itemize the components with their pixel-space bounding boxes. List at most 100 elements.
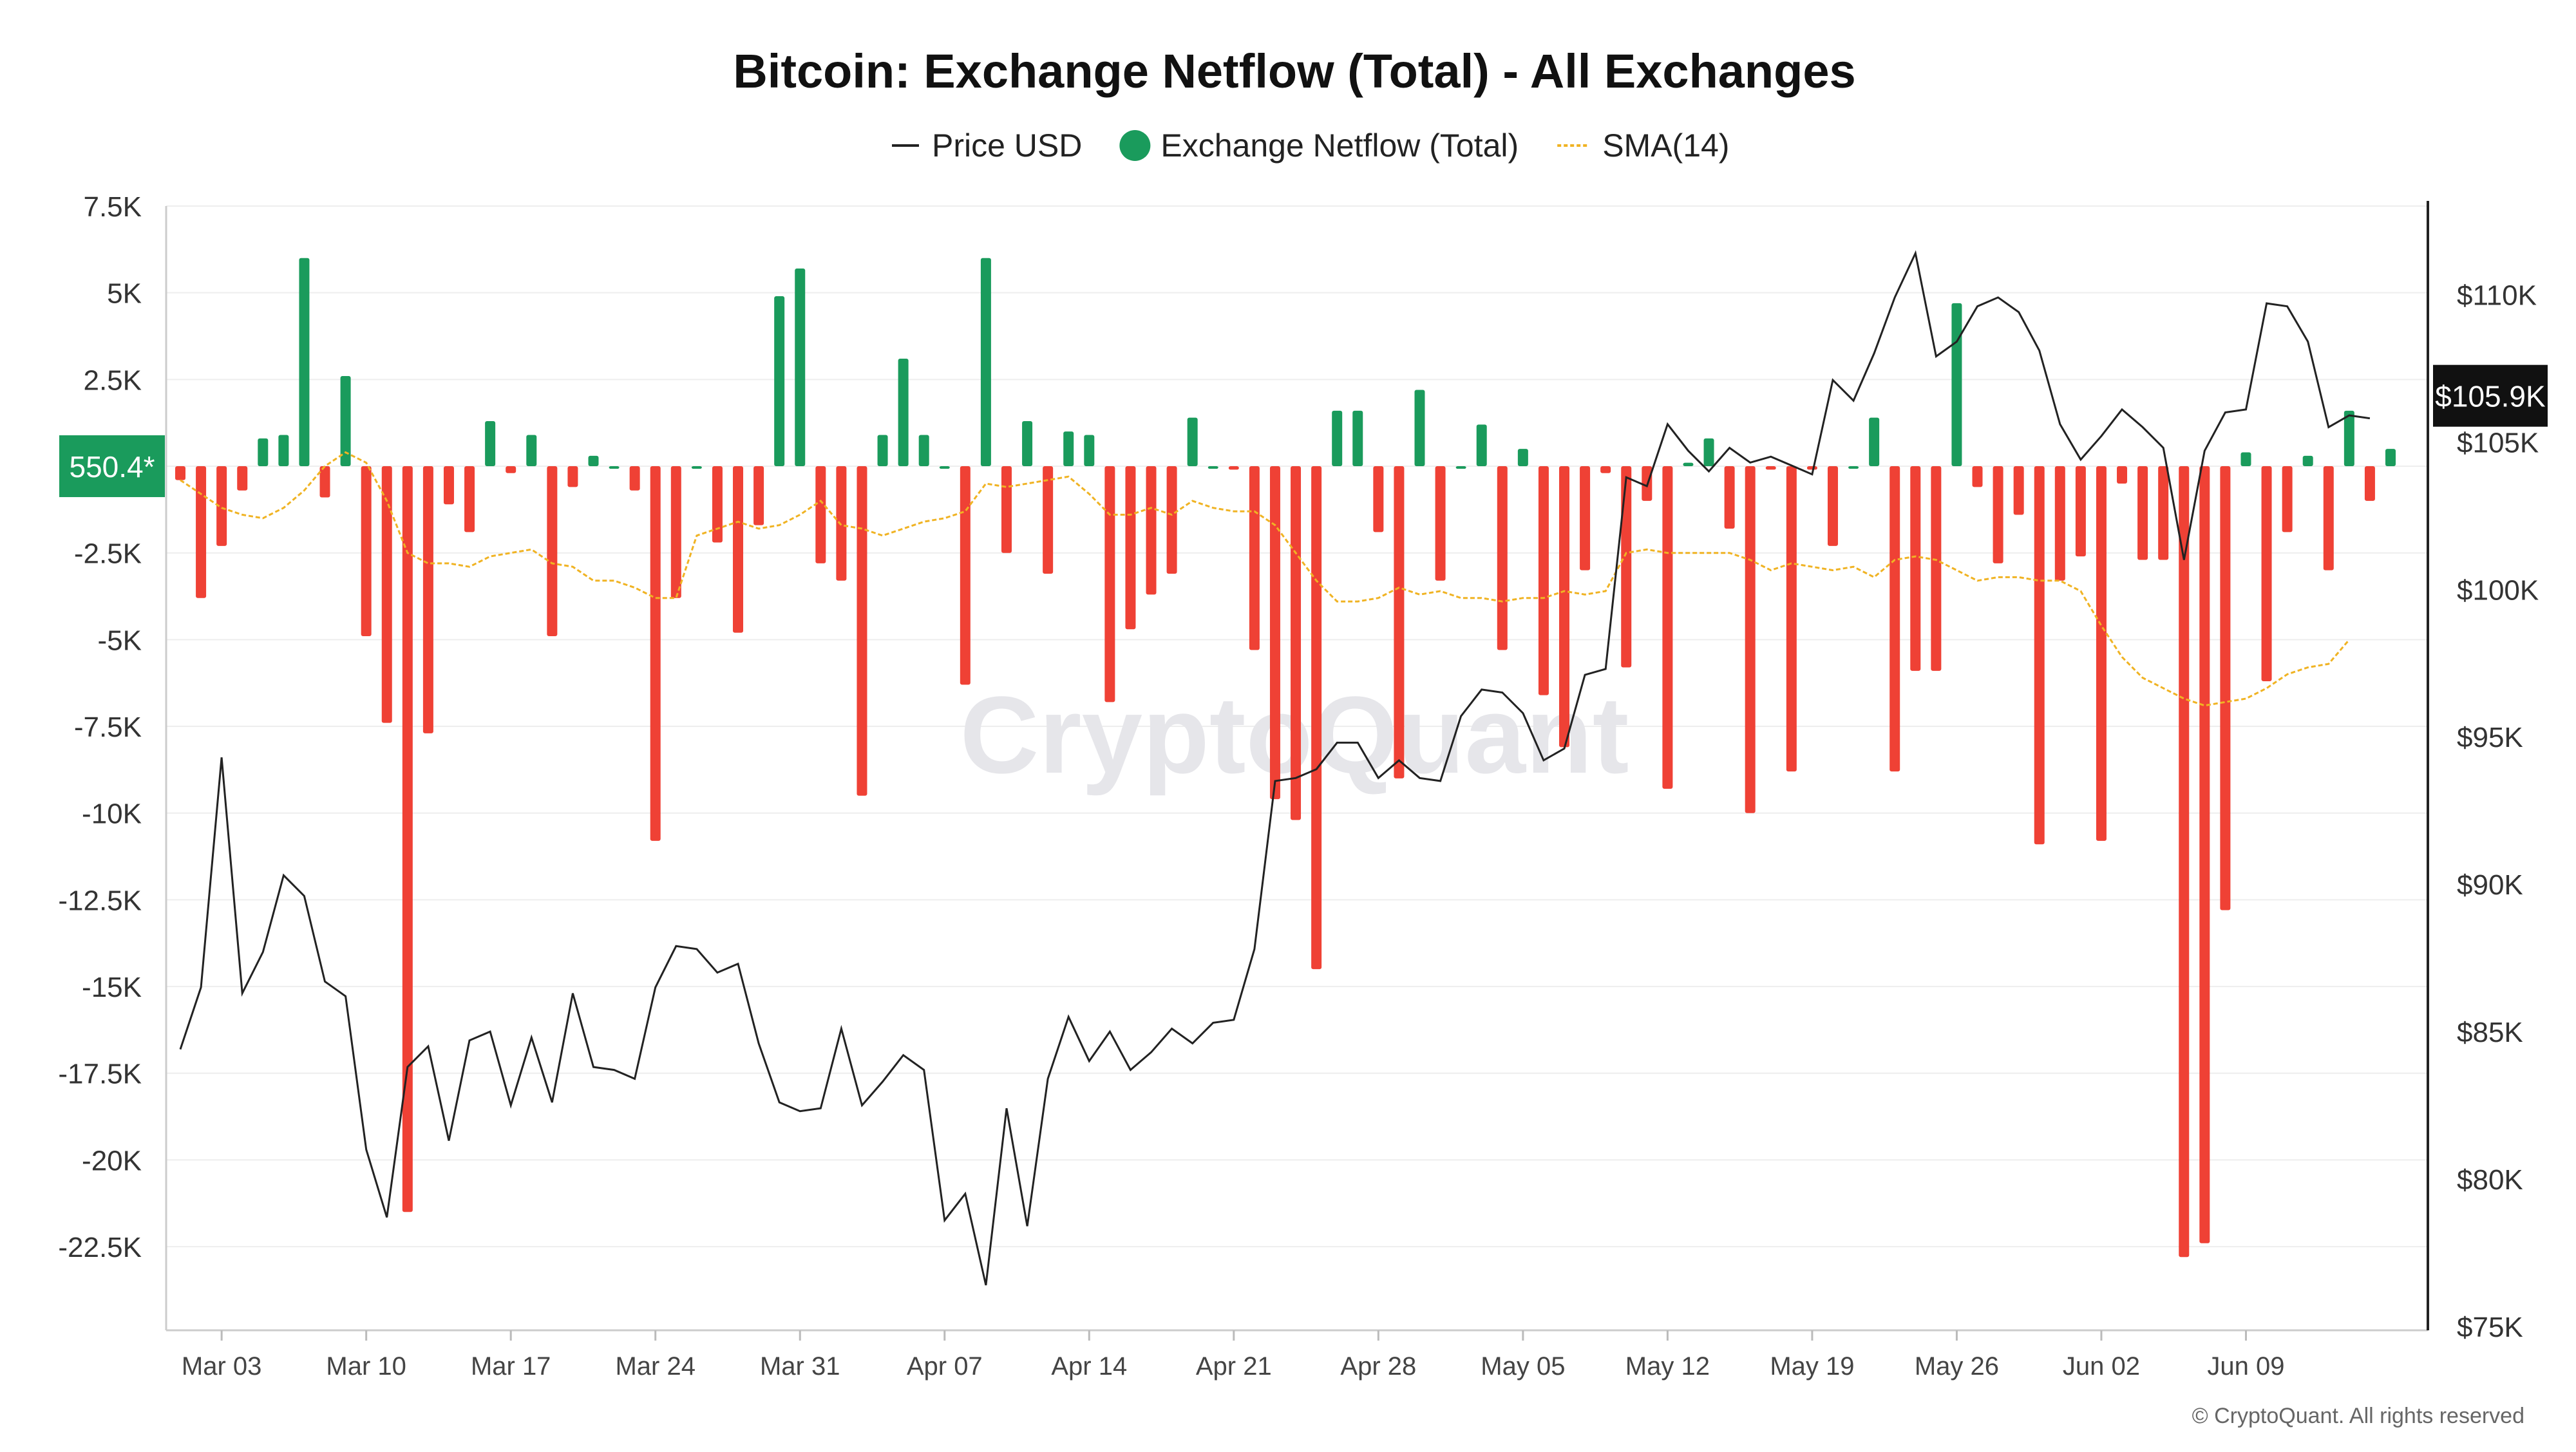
netflow-bar: [2364, 466, 2375, 501]
x-tick-label: May 05: [1481, 1352, 1565, 1381]
netflow-bar: [1703, 438, 1714, 467]
netflow-bar: [670, 466, 681, 598]
netflow-bar: [340, 375, 351, 467]
netflow-bar: [1291, 466, 1302, 820]
netflow-bar: [2034, 466, 2045, 845]
netflow-bar: [1580, 466, 1591, 570]
right-tick-label: $95K: [2457, 722, 2523, 753]
netflow-bar: [733, 466, 744, 633]
netflow-bar: [2385, 449, 2396, 467]
netflow-bar: [1869, 417, 1880, 467]
netflow-bar: [2282, 466, 2293, 533]
netflow-bar: [175, 466, 185, 480]
netflow-bar: [381, 466, 392, 723]
left-axis-ticks: 7.5K 5K 2.5K -2.5K -5K -7.5K -10K -12.5K -15K -17…: [58, 191, 142, 1263]
netflow-bar: [1043, 466, 1054, 574]
netflow-bar: [836, 466, 847, 581]
legend: Price USD Exchange Netflow (Total) SMA(14): [892, 127, 1729, 164]
netflow-bar: [629, 466, 640, 491]
netflow-bar: [980, 258, 991, 467]
netflow-bar: [1332, 410, 1343, 467]
netflow-bar: [898, 359, 909, 467]
netflow-bar: [1972, 466, 1983, 487]
netflow-bar: [506, 466, 516, 473]
credit-text: © CryptoQuant. All rights reserved: [2192, 1404, 2524, 1428]
netflow-bar: [1538, 466, 1549, 695]
netflow-bar: [1600, 466, 1611, 473]
right-axis-ticks: $110K $105K $100K $95K $90K $85K $80K $75K: [2457, 279, 2539, 1343]
netflow-bar: [1745, 466, 1756, 813]
left-tick-label: -17.5K: [58, 1059, 142, 1090]
netflow-bar: [1683, 462, 1694, 467]
netflow-bar: [196, 466, 207, 598]
sma-line-group: [180, 451, 2351, 707]
x-tick-label: May 26: [1915, 1352, 1999, 1381]
netflow-bar: [774, 296, 785, 467]
netflow-bar: [1414, 390, 1425, 467]
netflow-bar: [2344, 410, 2354, 467]
left-tick-label: 7.5K: [83, 191, 142, 223]
netflow-bar: [1208, 466, 1218, 469]
netflow-bar: [2158, 466, 2169, 560]
netflow-bars: [175, 258, 2396, 1258]
legend-dot-icon: [1119, 130, 1151, 161]
netflow-bar: [2054, 466, 2065, 581]
netflow-bar: [361, 466, 372, 636]
right-tick-label: $110K: [2457, 279, 2537, 311]
netflow-bar: [2323, 466, 2334, 570]
netflow-bar: [299, 258, 310, 467]
netflow-bar: [939, 466, 950, 469]
netflow-bar: [1146, 466, 1157, 595]
netflow-bar: [1187, 417, 1198, 467]
netflow-bar: [1724, 466, 1735, 529]
x-tick-label: Jun 02: [2063, 1352, 2140, 1381]
netflow-bar: [2261, 466, 2272, 682]
netflow-bar: [258, 438, 269, 467]
netflow-bar: [691, 466, 702, 469]
netflow-bar: [609, 466, 620, 469]
netflow-bar: [485, 420, 496, 467]
netflow-bar: [422, 466, 433, 733]
netflow-bar: [1765, 466, 1776, 470]
legend-label: SMA(14): [1602, 127, 1729, 164]
netflow-bar: [795, 268, 806, 467]
netflow-bar: [1476, 424, 1487, 467]
left-tick-label: 2.5K: [83, 364, 142, 396]
x-axis-ticks: Mar 03 Mar 10 Mar 17 Mar 24 Mar 31 Apr 07 Apr …: [182, 1330, 2285, 1381]
netflow-bar: [402, 466, 413, 1212]
netflow-bar: [237, 466, 248, 491]
value-badges: 550.4* $105.9K: [59, 364, 2548, 498]
netflow-bar: [567, 466, 578, 487]
netflow-current-label: 550.4*: [69, 450, 155, 484]
netflow-bar: [1394, 466, 1405, 778]
netflow-bar: [526, 435, 537, 467]
netflow-bar: [1373, 466, 1384, 533]
netflow-bar: [857, 466, 867, 796]
right-tick-label: $100K: [2457, 574, 2539, 606]
netflow-bar: [1125, 466, 1136, 630]
left-tick-label: -12.5K: [58, 885, 142, 916]
netflow-bar: [960, 466, 971, 685]
netflow-bar: [588, 455, 599, 467]
x-tick-label: Apr 07: [907, 1352, 983, 1381]
netflow-bar: [753, 466, 764, 525]
netflow-bar: [1269, 466, 1280, 800]
netflow-bar: [1931, 466, 1942, 671]
left-tick-label: -10K: [82, 798, 142, 830]
x-tick-label: Jun 09: [2207, 1352, 2284, 1381]
left-tick-label: -2.5K: [74, 538, 142, 570]
netflow-bar: [2096, 466, 2107, 841]
x-tick-label: Apr 14: [1051, 1352, 1127, 1381]
x-tick-label: May 12: [1625, 1352, 1710, 1381]
x-tick-label: May 19: [1770, 1352, 1854, 1381]
legend-label: Price USD: [932, 127, 1082, 164]
netflow-bar: [1517, 449, 1528, 467]
netflow-bar: [1993, 466, 2003, 563]
x-tick-label: Mar 24: [615, 1352, 696, 1381]
price-line: [179, 250, 2371, 1286]
netflow-bar: [443, 466, 454, 505]
netflow-bar: [712, 466, 723, 543]
netflow-bar: [1166, 466, 1177, 574]
netflow-bar: [1455, 466, 1466, 469]
